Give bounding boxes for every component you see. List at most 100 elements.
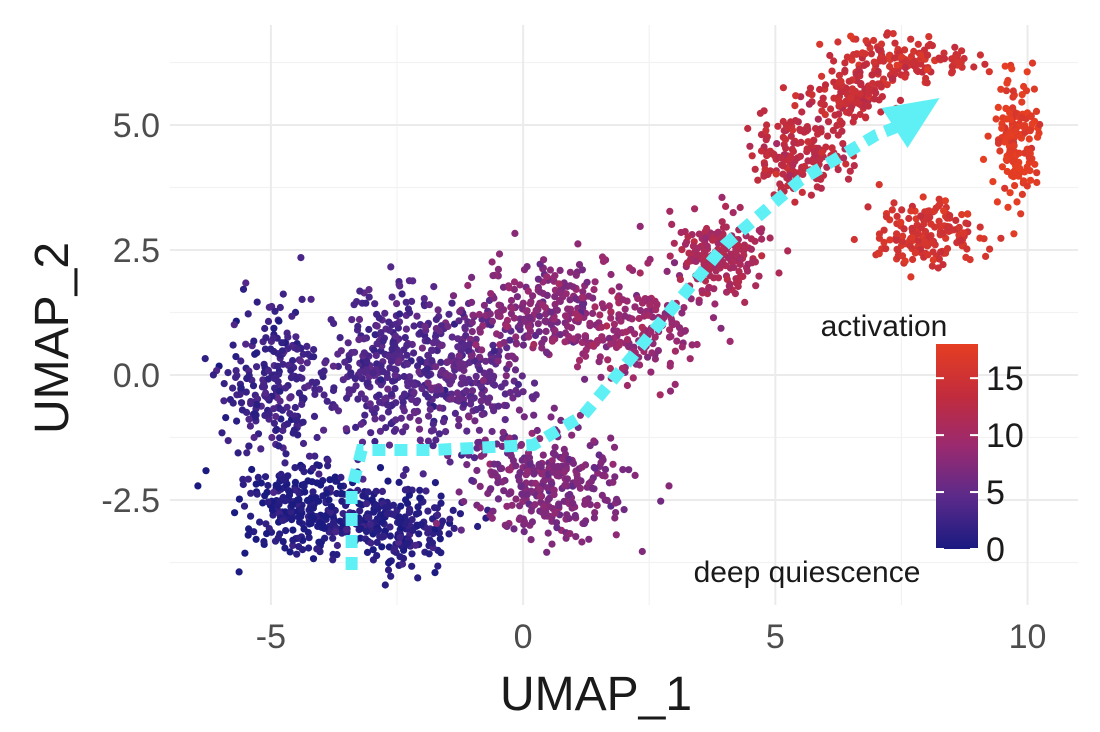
cell-point xyxy=(864,90,872,98)
cell-point xyxy=(902,58,910,66)
cell-point xyxy=(384,566,393,574)
cell-point xyxy=(476,366,484,374)
cell-point xyxy=(629,374,637,382)
cell-point xyxy=(535,312,544,320)
cell-point xyxy=(538,339,546,347)
cell-point xyxy=(279,516,287,525)
cell-point xyxy=(317,369,325,377)
cell-point xyxy=(845,77,853,85)
cell-point xyxy=(1008,172,1016,180)
cell-point xyxy=(1015,149,1023,157)
cell-point xyxy=(818,72,826,80)
cell-point xyxy=(476,504,484,512)
cell-point xyxy=(519,341,528,349)
x-tick-label: 10 xyxy=(1009,618,1047,656)
cell-point xyxy=(400,407,408,415)
cell-point xyxy=(551,326,559,335)
cell-point xyxy=(893,245,901,253)
cell-point xyxy=(426,536,434,544)
cell-point xyxy=(257,479,265,487)
cell-point xyxy=(671,347,680,355)
cell-point xyxy=(729,209,737,217)
cell-point xyxy=(224,437,232,445)
cell-point xyxy=(289,357,297,365)
cell-point xyxy=(257,445,265,453)
cell-point xyxy=(520,413,528,421)
cell-point xyxy=(1011,182,1019,190)
cell-point xyxy=(606,340,615,348)
cell-point xyxy=(1026,176,1035,184)
cell-point xyxy=(725,282,733,290)
cell-point xyxy=(615,311,623,319)
cell-point xyxy=(714,228,722,236)
cell-point xyxy=(397,502,405,510)
cell-point xyxy=(568,431,576,439)
cell-point xyxy=(372,351,380,360)
cell-point xyxy=(798,188,806,196)
cell-point xyxy=(578,538,586,546)
cell-point xyxy=(379,367,387,375)
cell-point xyxy=(463,461,471,469)
y-tick-label: -2.5 xyxy=(101,482,160,520)
cell-point xyxy=(489,341,497,349)
cell-point xyxy=(286,410,294,418)
cell-point xyxy=(276,434,284,442)
cell-point xyxy=(587,477,595,486)
cell-point xyxy=(606,364,615,373)
cell-point xyxy=(500,487,508,495)
cell-point xyxy=(434,511,442,519)
cell-point xyxy=(529,292,537,300)
cell-point xyxy=(867,50,876,58)
cell-point xyxy=(723,288,731,296)
cell-point xyxy=(1018,91,1026,99)
cell-point xyxy=(301,488,309,496)
cell-point xyxy=(530,379,539,387)
cell-point xyxy=(467,352,475,360)
cell-point xyxy=(586,319,594,327)
cell-point xyxy=(369,546,377,554)
cell-point xyxy=(417,520,425,529)
cell-point xyxy=(1004,203,1012,211)
cell-point xyxy=(830,57,838,65)
cell-point xyxy=(1006,189,1014,197)
cell-point xyxy=(560,468,568,476)
cell-point xyxy=(448,352,456,360)
cell-point xyxy=(268,506,277,514)
cell-point xyxy=(276,387,284,395)
cell-point xyxy=(561,312,570,320)
cell-point xyxy=(850,162,858,170)
cell-point xyxy=(571,511,579,520)
cell-point xyxy=(356,368,364,376)
cell-point xyxy=(731,290,740,298)
cell-point xyxy=(563,322,572,330)
cell-point xyxy=(552,519,561,527)
cell-point xyxy=(297,506,305,514)
cell-point xyxy=(446,458,454,466)
cell-point xyxy=(569,459,578,467)
cell-point xyxy=(667,332,675,341)
cell-point xyxy=(261,345,269,353)
cell-point xyxy=(532,391,540,399)
cell-point xyxy=(344,339,352,347)
cell-point xyxy=(356,287,364,295)
cell-point xyxy=(880,226,888,234)
cell-point xyxy=(419,470,427,478)
cell-point xyxy=(259,499,267,507)
cell-point xyxy=(804,138,812,146)
cell-point xyxy=(860,61,868,69)
cell-point xyxy=(1018,190,1026,198)
cell-point xyxy=(596,353,604,361)
cell-point xyxy=(601,465,610,474)
cell-point xyxy=(455,415,463,423)
cell-point xyxy=(251,350,259,358)
cell-point xyxy=(818,148,826,157)
cell-point xyxy=(1006,149,1014,157)
cell-point xyxy=(494,402,502,410)
cell-point xyxy=(437,499,445,507)
cell-point xyxy=(324,456,332,465)
cell-point xyxy=(976,51,985,59)
cell-point xyxy=(202,467,210,475)
cell-point xyxy=(588,484,596,492)
cell-point xyxy=(299,439,308,448)
cell-point xyxy=(962,219,970,227)
